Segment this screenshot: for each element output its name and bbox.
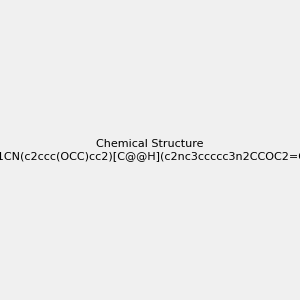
Text: Chemical Structure
O=C1CN(c2ccc(OCC)cc2)[C@@H](c2nc3ccccc3n2CCOC2=C(C...: Chemical Structure O=C1CN(c2ccc(OCC)cc2)… (0, 139, 300, 161)
